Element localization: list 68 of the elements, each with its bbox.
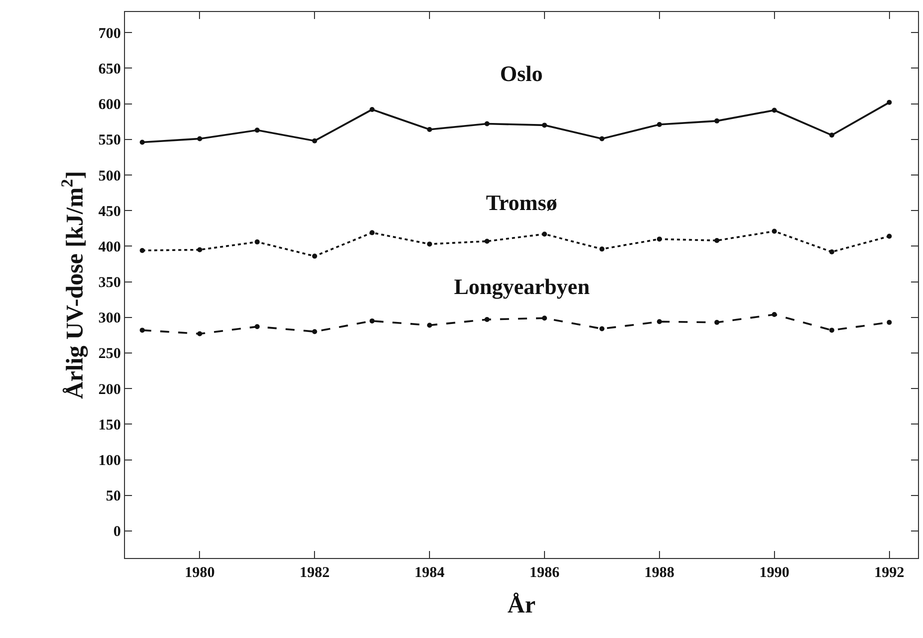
point [254,128,260,133]
point [254,239,260,244]
point [656,319,662,324]
point [886,234,892,239]
y-tick-label: 700 [98,26,121,42]
point [140,248,145,253]
point [599,326,604,332]
y-tick-label: 0 [113,524,121,540]
series-label: Oslo [500,61,543,86]
y-tick-label: 600 [98,97,121,114]
point [254,324,260,330]
point [772,108,777,113]
point [140,140,145,145]
point [484,317,490,322]
series-label: Longyearbyen [454,274,590,299]
y-tick-label: 400 [98,239,121,256]
y-tick-label: 650 [98,61,121,78]
point [484,121,490,126]
point [829,328,834,333]
point [370,230,375,236]
y-tick-label: 500 [98,168,121,184]
x-tick-label: 1988 [644,565,674,582]
point [772,312,777,318]
x-axis-title: År [508,592,536,618]
point [312,254,318,259]
point [829,249,834,254]
point [427,322,432,328]
point [886,320,892,325]
point [829,132,834,138]
point [714,238,720,244]
point [312,138,318,144]
point [140,328,145,333]
point [599,136,604,142]
point [197,136,202,142]
y-tick-label: 300 [98,310,121,327]
y-tick-label: 100 [98,453,121,470]
point [714,320,720,325]
point [370,318,375,324]
point [542,232,547,237]
x-tick-label: 1990 [759,565,790,582]
x-tick-label: 1982 [300,565,330,582]
point [542,316,547,321]
point [427,242,432,247]
y-tick-label: 50 [106,488,121,505]
y-tick-label: 550 [98,132,121,149]
point [599,246,604,252]
point [427,126,432,132]
point [542,122,547,128]
y-tick-label: 250 [98,346,121,362]
point [484,238,490,244]
point [886,100,892,105]
y-tick-label: 450 [98,204,121,220]
x-tick-label: 1986 [529,565,560,582]
x-tick-label: 1984 [414,565,446,582]
point [772,228,777,234]
x-tick-label: 1980 [184,565,215,582]
series-label: Tromsø [486,190,558,215]
point [370,107,375,112]
point [656,236,662,242]
point [312,329,318,334]
point [197,331,202,336]
y-tick-label: 350 [98,275,121,292]
y-tick-label: 200 [98,382,121,398]
y-tick-label: 150 [98,417,121,434]
x-tick-label: 1992 [874,565,904,582]
point [656,122,662,127]
point [714,118,720,124]
point [197,247,202,252]
